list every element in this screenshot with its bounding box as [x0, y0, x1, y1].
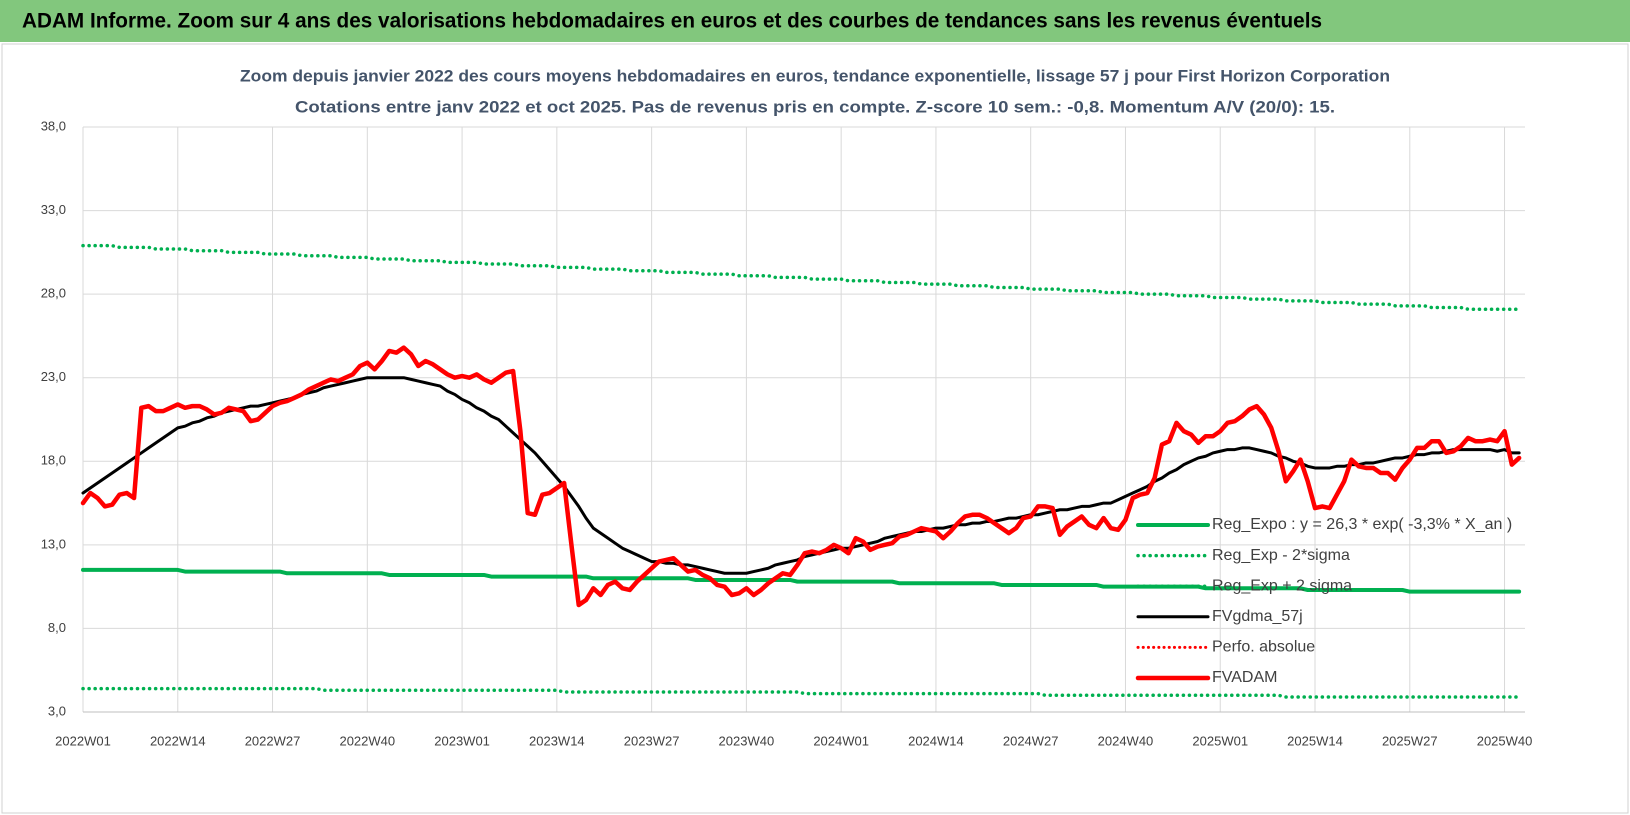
plot-area: 3,0 8,0 13,0 18,0 23,0 28,0 33,0 38,0 2022W01 202… — [41, 118, 1533, 748]
y-tick-label: 33,0 — [41, 202, 66, 217]
legend-label: Reg_Expo : y = 26,3 * exp( -3,3% * X_an … — [1212, 516, 1512, 533]
series-line — [80, 345, 1522, 608]
x-tick-label: 2025W40 — [1477, 733, 1533, 748]
x-tick-label: 2025W01 — [1192, 733, 1248, 748]
legend-label: FVgdma_57j — [1212, 608, 1303, 625]
y-tick-label: 3,0 — [48, 703, 66, 718]
y-tick-label: 18,0 — [41, 453, 66, 468]
y-tick-label: 8,0 — [48, 620, 66, 635]
x-tick-label: 2024W01 — [813, 733, 869, 748]
x-tick-label: 2025W27 — [1382, 733, 1438, 748]
legend-label: Reg_Exp - 2*sigma — [1212, 547, 1350, 564]
y-tick-label: 23,0 — [41, 369, 66, 384]
x-tick-label: 2023W40 — [719, 733, 775, 748]
legend-label: Reg_Exp + 2 sigma — [1212, 577, 1352, 594]
series-line — [81, 686, 1521, 699]
y-tick-label: 13,0 — [41, 536, 66, 551]
series-line — [81, 243, 1521, 311]
x-tick-label: 2024W40 — [1098, 733, 1154, 748]
chart-frame — [1, 43, 1629, 814]
x-tick-label: 2023W27 — [624, 733, 680, 748]
legend-label: Perfo. absolue — [1212, 639, 1315, 656]
x-tick-label: 2022W01 — [55, 733, 111, 748]
chart-subtitle: Cotations entre janv 2022 et oct 2025. P… — [295, 97, 1335, 116]
legend: Reg_Expo : y = 26,3 * exp( -3,3% * X_an … — [1135, 516, 1512, 686]
header-title: ADAM Informe. Zoom sur 4 ans des valoris… — [22, 10, 1322, 33]
y-tick-label: 38,0 — [41, 118, 66, 133]
legend-label: FVADAM — [1212, 669, 1277, 686]
series-line — [81, 567, 1522, 594]
x-tick-label: 2022W40 — [339, 733, 395, 748]
x-tick-label: 2023W14 — [529, 733, 585, 748]
x-tick-label: 2024W27 — [1003, 733, 1059, 748]
x-tick-label: 2022W27 — [245, 733, 301, 748]
x-tick-label: 2024W14 — [908, 733, 964, 748]
header-bar — [0, 0, 1630, 42]
x-tick-label: 2025W14 — [1287, 733, 1343, 748]
chart-title: Zoom depuis janvier 2022 des cours moyen… — [240, 66, 1390, 85]
x-tick-label: 2023W01 — [434, 733, 490, 748]
x-tick-label: 2022W14 — [150, 733, 206, 748]
y-tick-label: 28,0 — [41, 286, 66, 301]
